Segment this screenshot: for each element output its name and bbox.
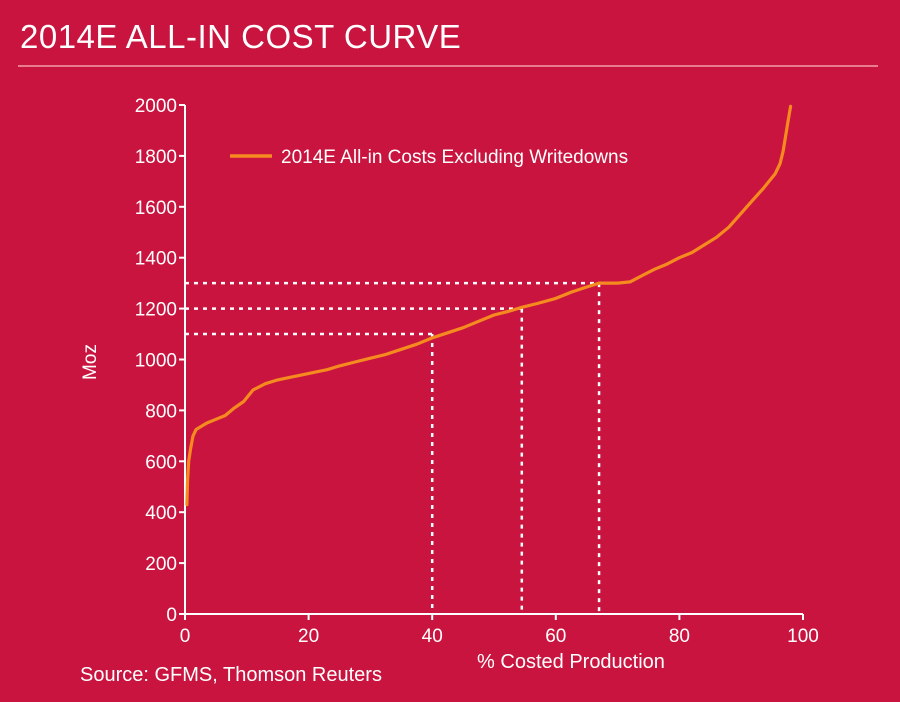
series-line — [185, 104, 793, 507]
legend-label: 2014E All-in Costs Excluding Writedowns — [281, 147, 628, 168]
y-tick-label: 600 — [145, 452, 177, 473]
title-divider — [18, 65, 878, 67]
y-tick-label: 1200 — [135, 300, 177, 321]
y-tick-label: 0 — [166, 605, 177, 626]
x-tick-label: 0 — [180, 626, 191, 647]
axis-ticks: 0 200 400 600 800 1000 1200 1400 1600 1800 2000 0 20… — [135, 96, 819, 647]
y-axis-label: Moz — [80, 344, 101, 380]
y-tick-label: 800 — [145, 401, 177, 422]
x-axis-label: % Costed Production — [477, 651, 665, 673]
y-tick-label: 1600 — [135, 198, 177, 219]
y-tick-label: 1800 — [135, 147, 177, 168]
x-tick-label: 100 — [787, 626, 819, 647]
y-tick-label: 1400 — [135, 249, 177, 270]
chart-title: 2014E ALL-IN COST CURVE — [20, 18, 462, 55]
x-tick-label: 20 — [298, 626, 319, 647]
series-group — [185, 104, 793, 507]
reference-lines — [185, 281, 601, 614]
axes — [184, 105, 803, 615]
x-tick-label: 80 — [669, 626, 690, 647]
y-tick-label: 400 — [145, 503, 177, 524]
y-tick-label: 2000 — [135, 96, 177, 117]
x-tick-label: 60 — [545, 626, 566, 647]
source-note: Source: GFMS, Thomson Reuters — [80, 664, 382, 686]
axis-labels: Moz % Costed Production — [80, 344, 665, 673]
y-tick-label: 200 — [145, 554, 177, 575]
legend: 2014E All-in Costs Excluding Writedowns — [230, 147, 628, 168]
y-tick-label: 1000 — [135, 351, 177, 372]
x-tick-label: 40 — [422, 626, 443, 647]
